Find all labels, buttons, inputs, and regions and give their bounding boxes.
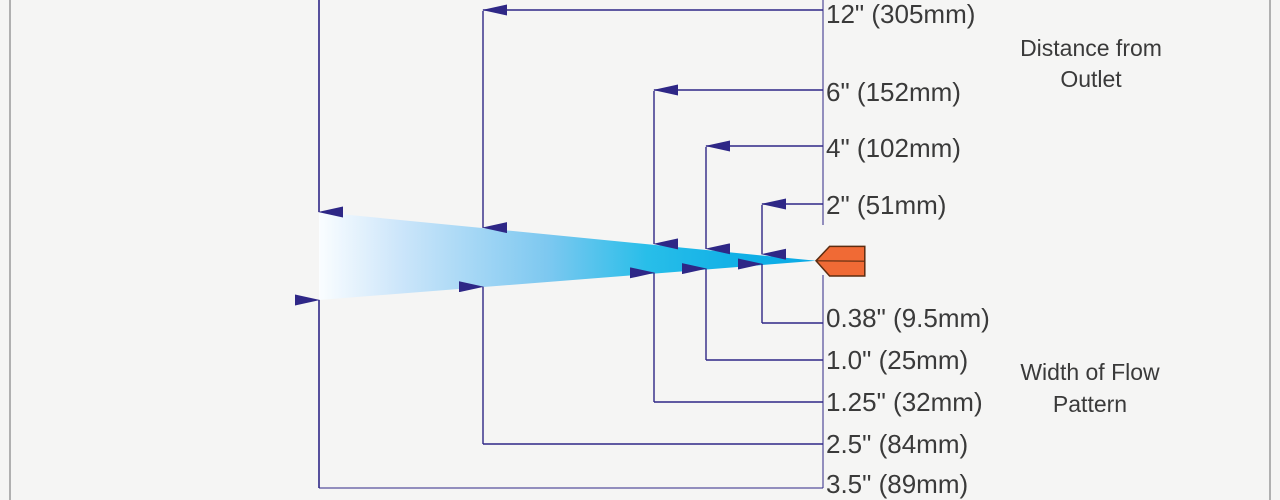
svg-text:12" (305mm): 12" (305mm) <box>826 0 975 29</box>
svg-text:4" (102mm): 4" (102mm) <box>826 133 961 163</box>
svg-text:2.5" (84mm): 2.5" (84mm) <box>826 429 968 459</box>
svg-text:Pattern: Pattern <box>1053 391 1127 417</box>
svg-text:Width of Flow: Width of Flow <box>1020 359 1160 385</box>
svg-text:6" (152mm): 6" (152mm) <box>826 77 961 107</box>
svg-text:Outlet: Outlet <box>1060 66 1122 92</box>
svg-text:2" (51mm): 2" (51mm) <box>826 190 946 220</box>
svg-text:Distance from: Distance from <box>1020 35 1162 61</box>
svg-text:1.25" (32mm): 1.25" (32mm) <box>826 387 983 417</box>
svg-text:0.38" (9.5mm): 0.38" (9.5mm) <box>826 303 990 333</box>
svg-text:1.0" (25mm): 1.0" (25mm) <box>826 345 968 375</box>
svg-text:3.5" (89mm): 3.5" (89mm) <box>826 469 968 499</box>
